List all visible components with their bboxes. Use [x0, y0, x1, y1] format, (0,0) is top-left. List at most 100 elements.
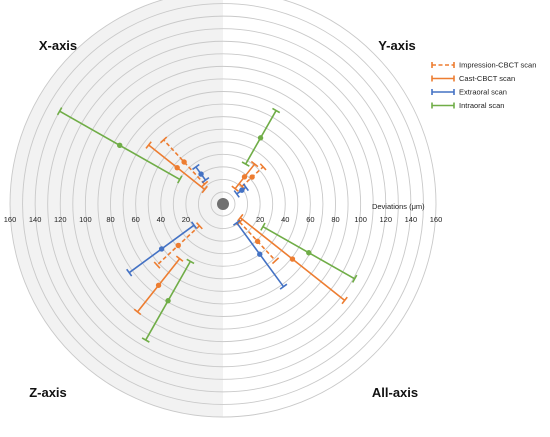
tick-label-right-100: 100: [354, 215, 367, 224]
quadrant-labels: X-axis Y-axis Z-axis All-axis: [29, 38, 418, 400]
cap-lo-x: [201, 176, 210, 184]
ring-40: [160, 141, 286, 267]
legend-item-0: Impression-CBCT scan: [431, 61, 536, 70]
ring-70: [122, 103, 324, 305]
mean-marker-x: [174, 164, 180, 171]
mean-marker-all: [257, 251, 263, 257]
ring-100: [84, 65, 362, 343]
tick-label-right-120: 120: [379, 215, 392, 224]
cap-lo-z: [190, 221, 198, 230]
cap-hi-z: [133, 308, 142, 316]
ring-60: [135, 116, 311, 292]
right-half-shade: [223, 0, 436, 417]
tick-label-right-140: 140: [405, 215, 418, 224]
mean-marker-z: [158, 246, 165, 252]
mean-marker-x: [198, 171, 204, 177]
mean-marker-y: [239, 187, 245, 193]
tick-labels: 20 20 40 40 60 60 80 80 100 100 120 120 140 140 160 160: [4, 215, 443, 224]
legend-label: Cast-CBCT scan: [459, 74, 515, 83]
ring-10: [197, 178, 249, 230]
series-cast-cbct-scan: [133, 141, 348, 316]
cap-hi-x: [160, 136, 168, 144]
tick-label-left-60: 60: [131, 215, 139, 224]
tick-label-left-140: 140: [29, 215, 42, 224]
tick-label-left-80: 80: [106, 215, 114, 224]
ring-inner: [210, 191, 236, 217]
ring-30: [172, 153, 274, 255]
tick-label-right-160: 160: [430, 215, 443, 224]
mean-marker-all: [306, 250, 312, 256]
tick-label-left-160: 160: [4, 215, 17, 224]
mean-marker-z: [165, 298, 171, 304]
cap-hi-x: [192, 163, 200, 171]
tick-label-left-120: 120: [54, 215, 67, 224]
errorbar-x: [163, 139, 206, 185]
ring-90: [97, 78, 349, 330]
ring-80: [110, 91, 336, 317]
mean-marker-x: [117, 142, 123, 149]
tick-label-right-20: 20: [256, 215, 264, 224]
cap-lo-y: [233, 190, 240, 198]
cap-lo-z: [186, 258, 195, 265]
cap-lo-all: [232, 219, 241, 226]
cap-lo-y: [241, 161, 250, 167]
left-half-shade: [10, 0, 223, 417]
mean-marker-all: [254, 238, 261, 245]
cap-lo-x: [177, 175, 183, 184]
ring-120: [59, 40, 387, 368]
cap-lo-all: [260, 222, 266, 231]
cap-hi-y: [272, 107, 281, 114]
cap-lo-x: [200, 180, 209, 188]
mean-marker-z: [175, 242, 181, 249]
cap-hi-y: [242, 183, 249, 192]
ring-50: [147, 128, 299, 280]
legend-label: Extraoral scan: [459, 88, 507, 97]
cap-hi-all: [351, 274, 358, 283]
legend-label: Impression-CBCT scan: [459, 61, 536, 70]
cap-lo-y: [231, 185, 239, 192]
tick-label-right-40: 40: [281, 215, 289, 224]
mean-marker-y: [249, 174, 255, 180]
axis-title: Deviations (μm): [372, 202, 425, 211]
mean-marker-all: [289, 256, 296, 262]
quadrant-label-all: All-axis: [372, 385, 418, 400]
ring-150: [22, 3, 424, 405]
cap-hi-y: [250, 160, 259, 168]
cap-hi-x: [145, 141, 152, 149]
cap-lo-all: [237, 213, 244, 222]
chart-background: [10, 0, 436, 417]
cap-lo-x: [201, 185, 208, 194]
cap-lo-z: [175, 255, 184, 262]
mean-marker-y: [257, 135, 264, 141]
cap-hi-all: [341, 296, 348, 305]
cap-hi-z: [153, 261, 161, 269]
legend-item-3: Intraoral scan: [431, 101, 504, 110]
cap-hi-all: [271, 257, 280, 265]
legend-item-2: Extraoral scan: [431, 88, 507, 97]
quadrant-label-y: Y-axis: [378, 38, 416, 53]
legend: Impression-CBCT scan Cast-CBCT scan Extrao…: [431, 61, 536, 110]
cap-hi-z: [126, 268, 133, 277]
ring-110: [72, 53, 374, 355]
tick-label-right-60: 60: [306, 215, 314, 224]
tick-label-left-40: 40: [157, 215, 165, 224]
ring-140: [34, 15, 412, 393]
cap-hi-x: [56, 107, 63, 116]
legend-label: Intraoral scan: [459, 101, 504, 110]
series-impression-cbct-scan: [153, 136, 280, 269]
center-dot: [217, 198, 229, 210]
ring-130: [47, 28, 399, 380]
ring-160: [9, 0, 437, 418]
legend-item-1: Cast-CBCT scan: [431, 74, 515, 83]
series-marks: [56, 107, 358, 343]
cap-lo-z: [196, 222, 203, 230]
cap-hi-y: [259, 163, 267, 171]
series-extraoral-scan: [126, 163, 288, 290]
series-intraoral-scan: [56, 107, 358, 343]
cap-hi-all: [279, 283, 288, 290]
tick-label-left-100: 100: [79, 215, 92, 224]
ring-20: [185, 166, 261, 242]
tick-label-left-20: 20: [182, 215, 190, 224]
quadrant-label-z: Z-axis: [29, 385, 67, 400]
